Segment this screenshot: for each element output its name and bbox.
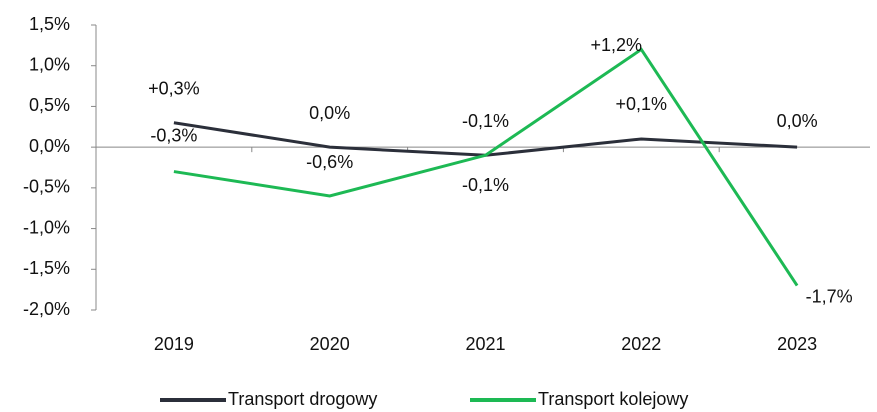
value-label: -0,1% <box>462 175 509 195</box>
line-series <box>173 47 799 287</box>
y-tick-label: -1,5% <box>23 258 70 278</box>
y-tick-label: -0,5% <box>23 177 70 197</box>
x-tick-label: 2020 <box>310 334 350 354</box>
value-label: 0,0% <box>777 111 818 131</box>
y-tick-label: 0,5% <box>29 95 70 115</box>
x-tick-label: 2023 <box>777 334 817 354</box>
x-tick-label: 2022 <box>621 334 661 354</box>
legend-label: Transport drogowy <box>228 389 377 409</box>
y-tick-label: -1,0% <box>23 217 70 237</box>
value-label: -0,1% <box>462 111 509 131</box>
value-label: +0,1% <box>616 94 668 114</box>
x-tick-label: 2019 <box>154 334 194 354</box>
value-label: -0,3% <box>150 125 197 145</box>
y-tick-label: 1,5% <box>29 14 70 34</box>
y-tick-label: 0,0% <box>29 136 70 156</box>
y-tick-label: 1,0% <box>29 54 70 74</box>
value-label: 0,0% <box>309 103 350 123</box>
value-label: +1,2% <box>591 35 643 55</box>
x-tick-label: 2021 <box>465 334 505 354</box>
value-label: +0,3% <box>148 78 200 98</box>
y-tick-label: -2,0% <box>23 299 70 319</box>
value-label: -0,6% <box>306 152 353 172</box>
value-label: -1,7% <box>806 286 853 306</box>
legend-label: Transport kolejowy <box>538 389 688 409</box>
